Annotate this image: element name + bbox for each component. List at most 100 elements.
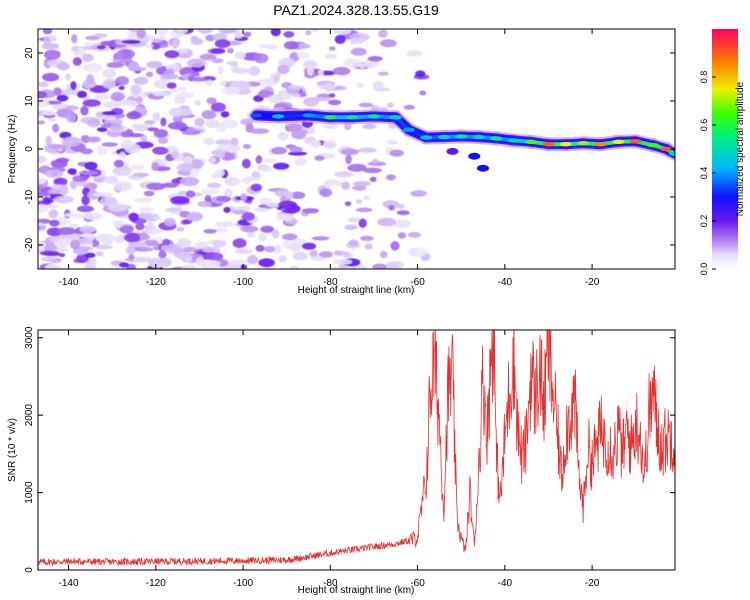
heatmap-noise-blob — [352, 181, 371, 187]
heatmap-noise-blob — [152, 91, 167, 97]
spectrogram-y-ticks: -20 -10 0 10 20 — [24, 47, 675, 252]
heatmap-noise-blob — [203, 229, 217, 234]
x-tick-label: -120 — [146, 277, 166, 288]
heatmap-noise-blob — [273, 75, 280, 84]
heatmap-noise-blob — [112, 166, 132, 176]
heatmap-noise-blob — [114, 181, 133, 192]
heatmap-noise-blob — [318, 251, 334, 258]
heatmap-noise-blob — [118, 85, 125, 91]
heatmap-noise-blob — [389, 149, 404, 157]
heatmap-noise-blob — [118, 262, 130, 268]
heatmap-noise-blob — [214, 39, 231, 49]
heatmap-noise-blob — [289, 265, 299, 269]
heatmap-noise-blob — [240, 192, 248, 202]
x-tick-label: -100 — [233, 578, 253, 589]
heatmap-noise-blob — [194, 192, 203, 197]
heatmap-track-peak — [437, 134, 450, 140]
heatmap-track-peak — [472, 134, 485, 140]
spectrogram-x-ticks: -140 -120 -100 -80 -60 -40 -20 — [59, 29, 600, 288]
heatmap-noise-blob — [217, 149, 225, 159]
heatmap-noise-blob — [278, 200, 298, 210]
heatmap-noise-blob — [171, 151, 180, 159]
heatmap-noise-blob — [91, 240, 100, 248]
heatmap-noise-blob — [84, 262, 97, 269]
heatmap-noise-blob — [44, 263, 61, 269]
heatmap-noise-blob — [240, 264, 248, 269]
y-tick-label: 1000 — [24, 481, 35, 504]
heatmap-noise-blob — [136, 29, 147, 39]
heatmap-noise-blob — [215, 139, 232, 146]
heatmap-track-peak — [660, 146, 673, 152]
heatmap-noise-blob — [162, 238, 171, 246]
heatmap-noise-blob — [230, 65, 238, 71]
heatmap-noise-blob — [201, 188, 220, 195]
heatmap-noise-blob — [152, 146, 169, 155]
heatmap-track-peak — [324, 115, 337, 120]
heatmap-noise-blob — [292, 251, 308, 261]
heatmap-noise-blob — [87, 190, 100, 200]
heatmap-noise-blob — [223, 206, 231, 213]
heatmap-noise-blob — [271, 229, 280, 239]
heatmap-noise-blob — [403, 104, 415, 110]
heatmap-noise-blob — [83, 212, 103, 220]
heatmap-noise-blob — [362, 123, 377, 130]
heatmap-noise-blob — [84, 252, 96, 258]
heatmap-noise-blob — [45, 135, 52, 146]
heatmap-noise-blob — [380, 250, 388, 259]
heatmap-track-peak — [507, 138, 520, 143]
heatmap-noise-blob — [347, 217, 361, 223]
heatmap-noise-blob — [227, 47, 234, 54]
heatmap-noise-blob — [146, 215, 154, 222]
heatmap-noise-blob — [183, 156, 193, 166]
heatmap-noise-blob — [373, 80, 384, 91]
heatmap-noise-blob — [283, 41, 300, 50]
heatmap-noise-blob — [82, 99, 101, 107]
heatmap-noise-blob — [128, 212, 139, 222]
heatmap-noise-blob — [118, 99, 139, 107]
heatmap-noise-blob — [377, 71, 389, 76]
heatmap-noise-blob — [256, 78, 276, 88]
heatmap-noise-blob — [38, 120, 46, 125]
snr-background — [38, 330, 675, 570]
heatmap-noise-blob — [44, 169, 64, 178]
heatmap-noise-blob — [147, 220, 155, 231]
heatmap-noise-blob — [288, 151, 308, 156]
heatmap-noise-blob — [289, 243, 301, 253]
heatmap-noise-blob — [64, 233, 84, 241]
heatmap-noise-blob — [347, 163, 367, 172]
x-tick-label: -20 — [585, 277, 600, 288]
heatmap-noise-blob — [64, 105, 79, 111]
heatmap-track-peak — [542, 142, 555, 147]
heatmap-noise-blob — [209, 157, 216, 164]
heatmap-noise-blob — [49, 219, 60, 227]
heatmap-noise-blob — [95, 251, 104, 257]
heatmap-noise-blob — [72, 57, 82, 66]
heatmap-noise-blob — [166, 82, 177, 89]
y-tick-label: 0 — [24, 567, 35, 573]
colorbar-tick-label: 0.0 — [699, 263, 709, 276]
heatmap-noise-blob — [38, 176, 47, 185]
heatmap-noise-blob — [214, 221, 235, 228]
heatmap-noise-blob — [194, 241, 209, 249]
heatmap-noise-blob — [243, 31, 252, 37]
heatmap-noise-blob — [190, 71, 200, 77]
heatmap-noise-blob — [363, 195, 370, 201]
heatmap-noise-blob — [134, 247, 154, 252]
heatmap-noise-blob — [152, 38, 162, 43]
heatmap-noise-blob — [150, 41, 161, 50]
heatmap-noise-blob — [126, 111, 142, 120]
heatmap-noise-blob — [55, 238, 71, 248]
snr-y-ticks: 0 1000 2000 3000 — [24, 326, 675, 573]
heatmap-noise-blob — [253, 207, 270, 212]
heatmap-noise-blob — [311, 236, 330, 241]
heatmap-noise-blob — [372, 158, 379, 164]
heatmap-noise-blob — [297, 51, 310, 59]
heatmap-noise-blob — [275, 213, 295, 222]
heatmap-noise-blob — [324, 53, 338, 59]
snr-x-ticks: -140 -120 -100 -80 -60 -40 -20 — [59, 330, 600, 589]
x-tick-label: -20 — [585, 578, 600, 589]
heatmap-noise-blob — [324, 143, 335, 149]
heatmap-track-peak — [402, 127, 415, 132]
heatmap-noise-blob — [358, 218, 367, 228]
heatmap-noise-blob — [56, 94, 69, 102]
